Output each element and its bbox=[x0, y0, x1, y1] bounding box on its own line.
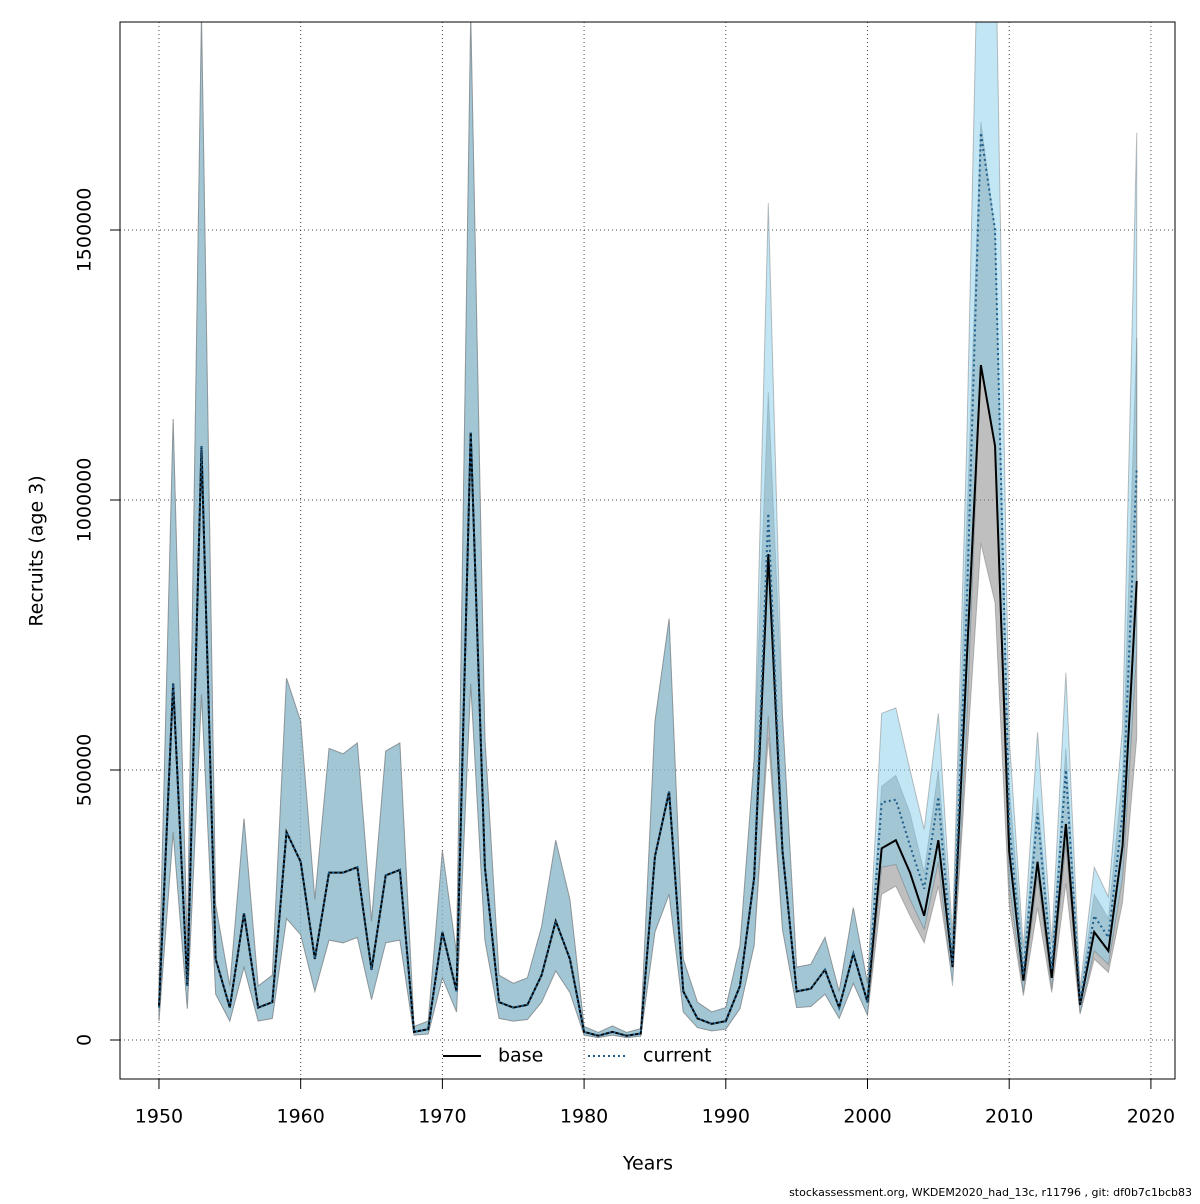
plot-area bbox=[120, 22, 1175, 1079]
x-tick-label: 2010 bbox=[985, 1106, 1033, 1128]
legend-label: base bbox=[498, 1045, 543, 1067]
x-tick-label: 1960 bbox=[276, 1106, 324, 1128]
x-tick-label: 2000 bbox=[843, 1106, 891, 1128]
footer: stockassessment.org, WKDEM2020_had_13c, … bbox=[789, 1186, 1192, 1199]
y-tick-label: 500000 bbox=[74, 734, 96, 807]
legend-label: current bbox=[643, 1045, 712, 1067]
x-tick-label: 1980 bbox=[560, 1106, 608, 1128]
y-tick-label: 1500000 bbox=[74, 188, 96, 273]
confidence-band bbox=[158, 22, 1138, 1039]
x-tick-label: 1990 bbox=[702, 1106, 750, 1128]
x-axis-label: Years bbox=[622, 1153, 673, 1175]
y-tick-label: 1000000 bbox=[74, 458, 96, 543]
y-axis-label: Recruits (age 3) bbox=[26, 475, 48, 626]
x-tick-label: 1950 bbox=[135, 1106, 183, 1128]
series-line bbox=[157, 132, 1138, 1037]
y-tick-label: 0 bbox=[74, 1034, 96, 1046]
x-tick-label: 1970 bbox=[418, 1106, 466, 1128]
x-tick-label: 2020 bbox=[1127, 1106, 1175, 1128]
plot-frame bbox=[119, 21, 1176, 1080]
